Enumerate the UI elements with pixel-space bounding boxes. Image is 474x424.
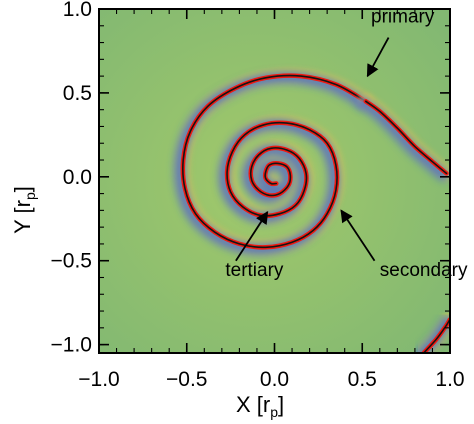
svg-text:Y [rp]: Y [rp] xyxy=(10,186,38,234)
y-tick-label: −1.0 xyxy=(51,334,92,357)
annotation-arrow xyxy=(235,210,269,262)
annotation-primary: primary xyxy=(366,6,435,78)
y-tick-label: 1.0 xyxy=(63,0,92,21)
arm-underdensity xyxy=(357,97,449,181)
spiral-arms xyxy=(174,67,450,353)
y-axis-label-text: Y [r xyxy=(10,200,35,234)
svg-text:X [rp]: X [rp] xyxy=(236,392,284,420)
annotation-tertiary: tertiary xyxy=(225,210,284,281)
x-axis-label-text: X [r xyxy=(236,392,270,417)
x-tick-label: −1.0 xyxy=(78,368,119,391)
spiral-arm-lower-edge-arm xyxy=(415,311,450,353)
annotation-secondary: secondary xyxy=(340,209,468,281)
y-axis-label: Y [rp] xyxy=(10,186,38,234)
x-axis-label-close: ] xyxy=(278,392,284,417)
annotations: primary secondary tertiary xyxy=(225,6,468,280)
x-tick-label: −0.5 xyxy=(166,368,207,391)
arm-core xyxy=(365,100,448,175)
x-axis-label-sub: p xyxy=(270,404,278,420)
x-tick-label: 0.0 xyxy=(260,368,289,391)
y-tick-label: 0.5 xyxy=(63,82,92,105)
arm-core xyxy=(422,318,450,353)
y-axis-label-close: ] xyxy=(10,186,35,192)
plot-area xyxy=(99,9,450,353)
spiral-arm-primary xyxy=(174,67,374,256)
annotation-label: primary xyxy=(371,6,435,27)
annotation-label: secondary xyxy=(380,260,468,281)
annotation-arrow xyxy=(366,37,390,78)
y-tick-label: −0.5 xyxy=(51,250,92,273)
spiral-arm-primary-tail xyxy=(357,93,450,182)
y-tick-label: 0.0 xyxy=(63,166,92,189)
annotation-arrow xyxy=(340,209,376,262)
axis-ticks: −1.0 −0.5 0.0 0.5 1.0 −1.0 −0.5 0.0 0.5 1.0 xyxy=(51,0,465,391)
x-tick-label: 0.5 xyxy=(348,368,377,391)
x-axis-label: X [rp] xyxy=(236,392,284,420)
y-axis-label-sub: p xyxy=(22,192,38,200)
annotation-label: tertiary xyxy=(225,260,284,281)
arm-core xyxy=(182,74,367,249)
x-tick-label: 1.0 xyxy=(435,368,464,391)
